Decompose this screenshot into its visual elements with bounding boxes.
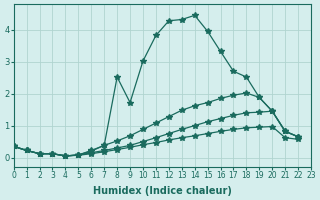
X-axis label: Humidex (Indice chaleur): Humidex (Indice chaleur) (93, 186, 232, 196)
